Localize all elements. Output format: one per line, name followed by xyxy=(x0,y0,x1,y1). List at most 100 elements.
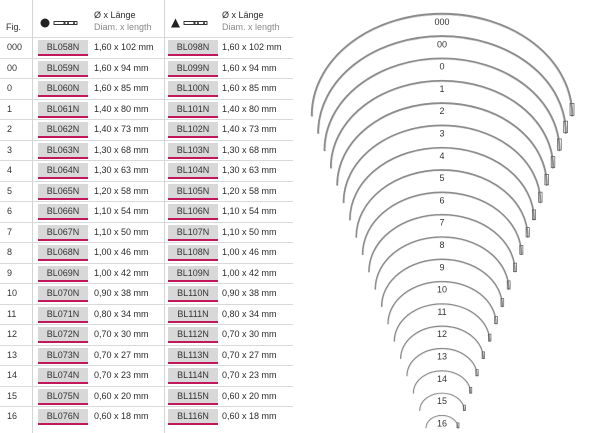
needle-eye xyxy=(456,422,460,429)
dimension-round: 0,80 x 34 mm xyxy=(94,308,149,319)
needle-eye xyxy=(475,369,479,377)
needle-2 xyxy=(336,102,549,186)
needle-size-label: 5 xyxy=(439,173,444,183)
needle-size-label: 11 xyxy=(437,307,446,317)
table-row: 10 BL070N 0,90 x 38 mm BL110N 0,90 x 38 mm xyxy=(0,283,293,304)
fig-number: 14 xyxy=(7,370,18,380)
needle-size-label: 6 xyxy=(439,195,444,205)
table-row: 1 BL061N 1,40 x 80 mm BL101N 1,40 x 80 mm xyxy=(0,98,293,120)
table-row: 3 BL063N 1,30 x 68 mm BL103N 1,30 x 68 mm xyxy=(0,139,293,161)
needle-eye xyxy=(563,120,568,134)
needle-6 xyxy=(361,191,524,256)
table-row: 6 BL066N 1,10 x 54 mm BL106N 1,10 x 54 mm xyxy=(0,201,293,222)
article-code-round: BL067N xyxy=(38,224,88,241)
needle-size-label: 13 xyxy=(437,352,447,362)
fig-number: 1 xyxy=(7,103,13,114)
needle-eye xyxy=(550,156,556,168)
needle-size-label: 9 xyxy=(439,262,444,272)
needle-size-label: 15 xyxy=(437,396,447,406)
table-row: 000 BL058N 1,60 x 102 mm BL098N 1,60 x 102 m… xyxy=(0,37,293,58)
cutting-needle-icon xyxy=(170,17,218,29)
fig-number: 3 xyxy=(7,144,13,155)
dimension-header-en: Diam. x length xyxy=(94,22,152,32)
dimension-round: 1,60 x 102 mm xyxy=(94,42,154,52)
needle-000 xyxy=(310,12,575,117)
fig-number: 9 xyxy=(7,267,13,278)
needle-size-label: 1 xyxy=(439,84,444,94)
needle-9 xyxy=(380,258,505,308)
fig-number: 12 xyxy=(7,329,18,339)
article-code-cutting: BL109N xyxy=(168,265,218,282)
article-code-cutting: BL100N xyxy=(168,81,218,97)
fig-column-header: Fig. xyxy=(6,22,22,32)
article-code-cutting: BL098N xyxy=(168,40,218,56)
dimension-cutting: 0,60 x 20 mm xyxy=(222,390,277,401)
needle-eye xyxy=(544,174,549,186)
needle-eye xyxy=(506,280,511,290)
needle-4 xyxy=(349,146,537,221)
dimension-cutting: 1,20 x 58 mm xyxy=(222,185,277,196)
needle-size-label: 7 xyxy=(439,218,444,228)
needle-8 xyxy=(374,236,511,290)
needle-size-table: Fig. Ø x Länge Diam. x length xyxy=(0,0,293,433)
needle-size-label: 3 xyxy=(439,129,444,139)
dimension-cutting: 1,30 x 63 mm xyxy=(222,165,277,175)
fig-number: 5 xyxy=(7,185,13,196)
needle-00 xyxy=(317,35,568,134)
table-row: 15 BL075N 0,60 x 20 mm BL115N 0,60 x 20 mm xyxy=(0,385,293,407)
dimension-header-de-2: Ø x Länge xyxy=(222,10,264,20)
dimension-round: 1,60 x 85 mm xyxy=(94,83,149,93)
fig-number: 4 xyxy=(7,165,13,175)
needle-eye xyxy=(513,262,517,272)
needle-0 xyxy=(323,57,562,152)
needle-13 xyxy=(406,347,479,377)
dimension-cutting: 0,80 x 34 mm xyxy=(222,308,277,319)
article-code-round: BL058N xyxy=(38,40,88,56)
needle-size-label: 8 xyxy=(439,240,444,250)
needle-size-label: 16 xyxy=(437,418,447,428)
dimension-round: 1,30 x 68 mm xyxy=(94,144,149,155)
fig-number: 11 xyxy=(7,308,17,319)
needle-eye xyxy=(494,316,498,325)
article-code-cutting: BL113N xyxy=(168,347,218,364)
dimension-round: 0,70 x 27 mm xyxy=(94,349,149,360)
dimension-header-en-2: Diam. x length xyxy=(222,22,280,32)
article-code-round: BL061N xyxy=(38,101,88,118)
table-header: Fig. Ø x Länge Diam. x length xyxy=(0,0,293,37)
article-code-cutting: BL099N xyxy=(168,60,218,77)
article-code-round: BL076N xyxy=(38,409,88,425)
article-code-round: BL068N xyxy=(38,245,88,261)
article-code-round: BL073N xyxy=(38,347,88,364)
article-code-cutting: BL104N xyxy=(168,163,218,179)
needle-eye xyxy=(481,351,485,359)
dimension-round: 1,00 x 46 mm xyxy=(94,247,149,257)
fig-number: 10 xyxy=(7,288,18,298)
needle-16 xyxy=(425,414,460,429)
article-code-round: BL066N xyxy=(38,204,88,220)
dimension-cutting: 1,40 x 80 mm xyxy=(222,103,277,114)
dimension-round: 1,40 x 80 mm xyxy=(94,103,149,114)
dimension-cutting: 1,40 x 73 mm xyxy=(222,124,277,134)
needle-12 xyxy=(400,325,485,360)
dimension-round: 1,00 x 42 mm xyxy=(94,267,149,278)
fig-number: 8 xyxy=(7,247,13,257)
table-row: 13 BL073N 0,70 x 27 mm BL113N 0,70 x 27 mm xyxy=(0,344,293,366)
dimension-cutting: 1,00 x 42 mm xyxy=(222,267,277,278)
dimension-round: 0,90 x 38 mm xyxy=(94,288,149,298)
dimension-cutting: 1,60 x 85 mm xyxy=(222,83,277,93)
fig-number: 000 xyxy=(7,42,23,52)
needle-eye xyxy=(469,387,473,394)
needle-eye xyxy=(557,138,562,151)
article-code-round: BL074N xyxy=(38,368,88,384)
dimension-cutting: 0,70 x 30 mm xyxy=(222,329,277,339)
table-row: 16 BL076N 0,60 x 18 mm BL116N 0,60 x 18 mm xyxy=(0,406,293,427)
table-row: 12 BL072N 0,70 x 30 mm BL112N 0,70 x 30 mm xyxy=(0,324,293,345)
table-row: 5 BL065N 1,20 x 58 mm BL105N 1,20 x 58 mm xyxy=(0,180,293,202)
article-code-round: BL064N xyxy=(38,163,88,179)
fig-number: 0 xyxy=(7,83,13,93)
needle-eye xyxy=(488,333,492,342)
dimension-cutting: 1,10 x 50 mm xyxy=(222,226,277,237)
article-code-cutting: BL102N xyxy=(168,122,218,138)
needle-10 xyxy=(387,280,498,325)
dimension-cutting: 1,00 x 46 mm xyxy=(222,247,277,257)
